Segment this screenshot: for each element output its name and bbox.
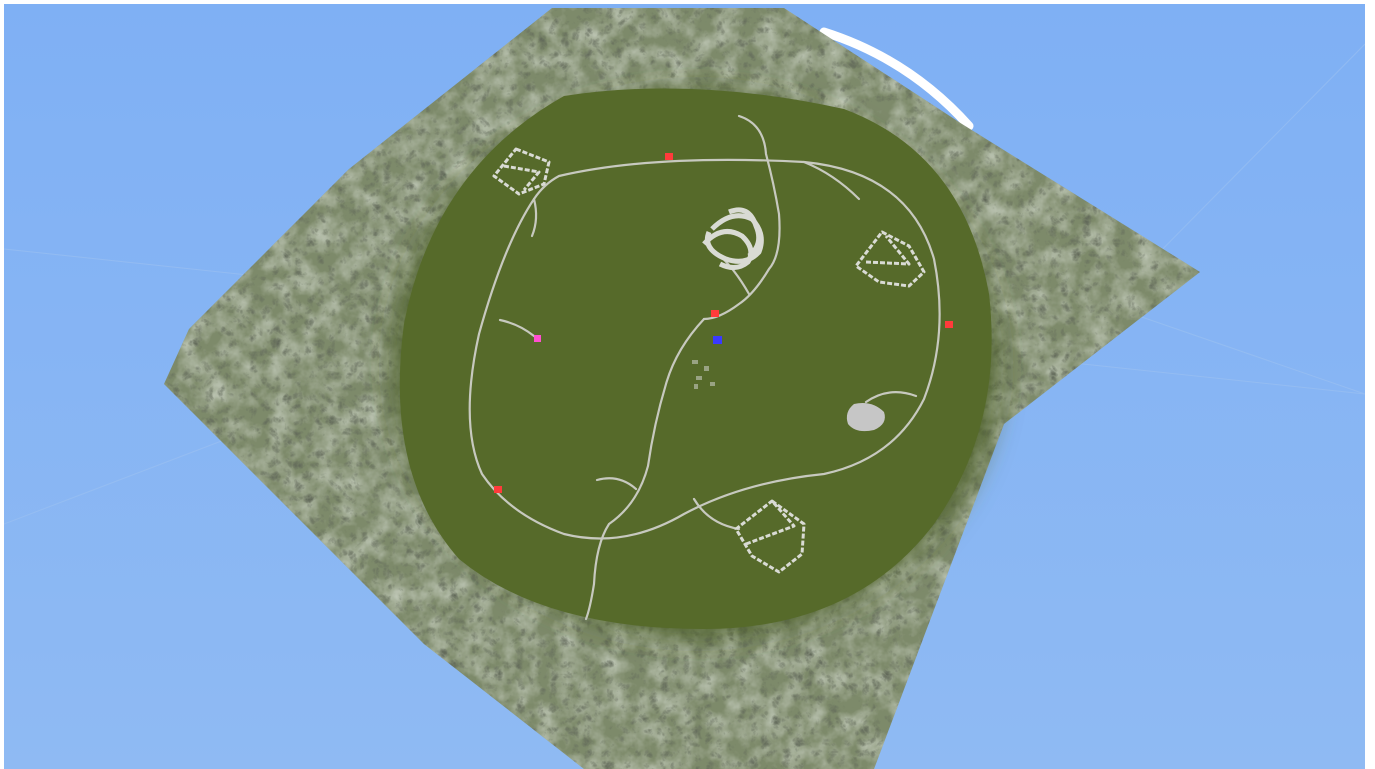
road-network	[468, 114, 941, 621]
track-link	[692, 497, 741, 531]
track-northwest	[492, 147, 551, 196]
ne-spur	[802, 160, 861, 201]
village-structures	[692, 360, 715, 389]
central-circuit	[702, 207, 764, 270]
track-south	[734, 499, 806, 574]
east-spur	[864, 391, 918, 404]
track-northeast	[854, 230, 926, 288]
map-markers	[494, 153, 953, 493]
game-viewport[interactable]	[4, 4, 1365, 769]
ring-road	[468, 158, 941, 540]
marker-red-east[interactable]	[945, 321, 953, 328]
meadow-plateau	[399, 88, 992, 630]
marker-red-north[interactable]	[665, 153, 673, 160]
race-tracks	[492, 147, 926, 574]
marker-red-center[interactable]	[711, 310, 719, 317]
landing-pad	[846, 403, 885, 432]
north-road	[702, 114, 781, 321]
terrain-scene[interactable]	[4, 4, 1365, 769]
marker-red-southwest[interactable]	[494, 486, 502, 493]
marker-magenta-west[interactable]	[534, 335, 541, 342]
south-spur	[595, 477, 638, 491]
skydome-edge	[819, 27, 974, 131]
center-road	[584, 317, 706, 621]
nw-link	[530, 197, 538, 238]
west-spur	[498, 318, 536, 338]
marker-blue-center[interactable]	[713, 336, 722, 344]
